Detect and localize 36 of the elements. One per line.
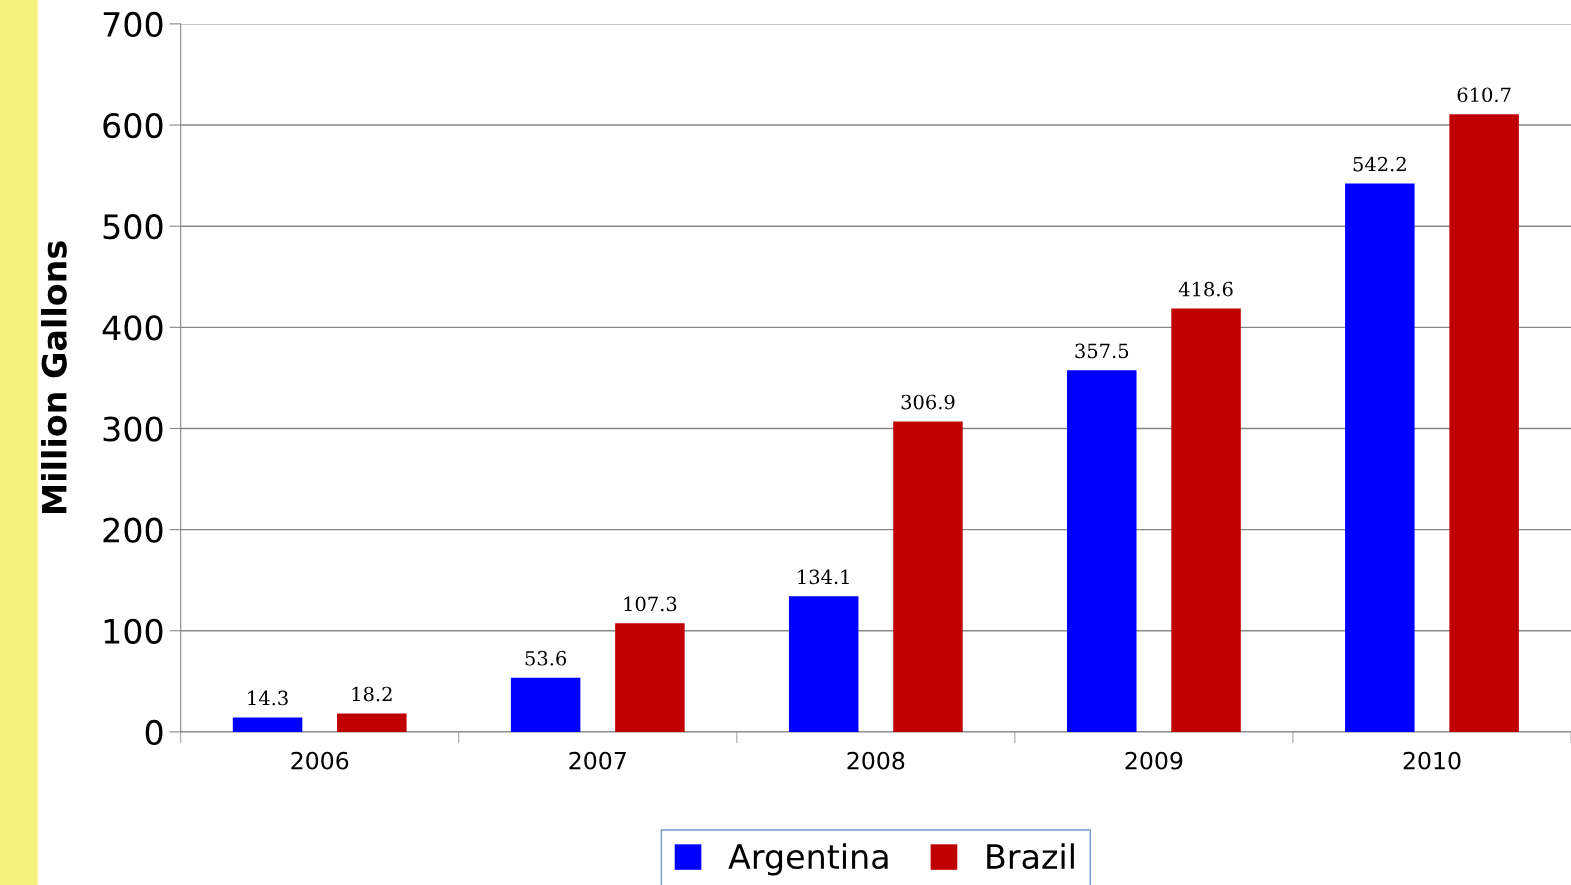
x-tick-label: 2009: [1125, 751, 1183, 770]
legend-label: Brazil: [987, 843, 1074, 870]
x-tick-label: 2008: [847, 751, 905, 770]
x-tick-label: 2007: [569, 751, 626, 770]
bar: [232, 717, 303, 732]
y-tick-label: 100: [104, 618, 163, 644]
data-label: 306.9: [901, 394, 955, 410]
y-tick-label: 600: [103, 112, 163, 139]
y-axis-title: Million Gallons: [41, 241, 67, 513]
data-label: 14.3: [248, 690, 288, 706]
legend-label: Argentina: [728, 843, 888, 876]
data-label: 107.3: [624, 596, 677, 612]
bar: [337, 713, 407, 732]
data-label: 53.6: [525, 650, 567, 666]
data-label: 18.2: [352, 686, 392, 702]
data-label: 610.7: [1457, 87, 1511, 103]
bar: [1171, 308, 1241, 732]
bar: [1345, 183, 1415, 732]
data-label: 542.2: [1353, 156, 1406, 172]
data-label: 134.1: [798, 569, 849, 585]
y-tick-label: 700: [103, 11, 163, 38]
y-tick-label: 400: [102, 315, 163, 341]
y-tick-label: 200: [103, 517, 163, 543]
bar: [788, 596, 859, 732]
x-tick-label: 2006: [291, 751, 349, 770]
y-tick-label: 500: [103, 214, 163, 240]
bar: [1067, 370, 1137, 732]
y-tick-label: 300: [103, 416, 163, 442]
x-tick-label: 2010: [1403, 751, 1461, 770]
bar: [1449, 114, 1519, 732]
bar: [510, 677, 581, 732]
bar: [615, 623, 685, 732]
data-label: 357.5: [1075, 343, 1129, 359]
y-tick-label: 0: [145, 719, 163, 746]
bar: [893, 421, 963, 732]
data-label: 418.6: [1178, 281, 1233, 297]
